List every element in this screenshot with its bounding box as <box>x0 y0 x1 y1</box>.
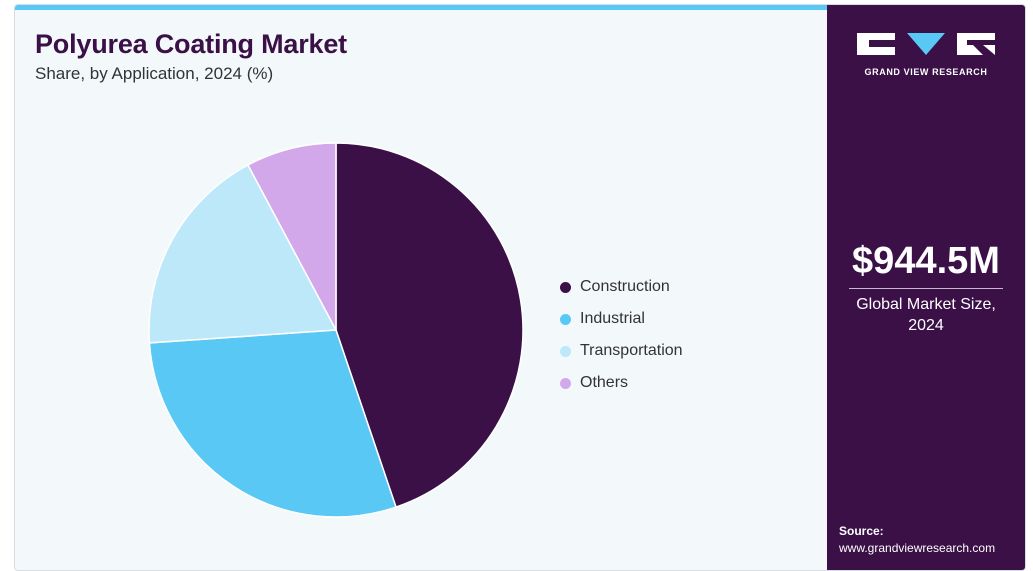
legend-label: Transportation <box>580 342 683 359</box>
pie-slice-transportation <box>148 163 338 344</box>
legend-label: Others <box>580 374 629 391</box>
pie-slice-construction <box>335 142 524 509</box>
divider <box>849 288 1003 289</box>
accent-bar <box>15 5 827 10</box>
chart-subtitle: Share, by Application, 2024 (%) <box>35 64 274 83</box>
legend-label: Industrial <box>580 310 645 327</box>
legend-item-transportation: Transportation <box>560 335 683 367</box>
chart-title: Polyurea Coating Market <box>35 29 347 59</box>
legend-swatch <box>560 313 571 325</box>
pie-chart <box>148 142 524 518</box>
legend-label: Construction <box>580 278 670 295</box>
legend-item-others: Others <box>560 367 683 399</box>
gvr-logo-icon <box>857 33 995 55</box>
brand-logo: GRAND VIEW RESEARCH <box>855 31 999 81</box>
source-url[interactable]: www.grandviewresearch.com <box>839 541 996 555</box>
legend-item-construction: Construction <box>560 271 683 303</box>
legend-swatch <box>560 345 571 357</box>
pie-slice-industrial <box>148 329 397 518</box>
legend-swatch <box>560 377 571 389</box>
legend-item-industrial: Industrial <box>560 303 683 335</box>
brand-name: GRAND VIEW RESEARCH <box>864 67 988 77</box>
pie-slice-others <box>246 142 337 331</box>
legend-swatch <box>560 281 571 293</box>
brand-panel: GRAND VIEW RESEARCH $944.5M Global Marke… <box>827 5 1025 570</box>
chart-card: Polyurea Coating Market Share, by Applic… <box>14 4 1026 571</box>
market-size-value: $944.5M <box>852 240 1000 282</box>
chart-legend: Construction Industrial Transportation Othe… <box>560 271 683 399</box>
source-label: Source: <box>839 524 884 538</box>
market-size-caption: Global Market Size, 2024 <box>856 296 996 334</box>
